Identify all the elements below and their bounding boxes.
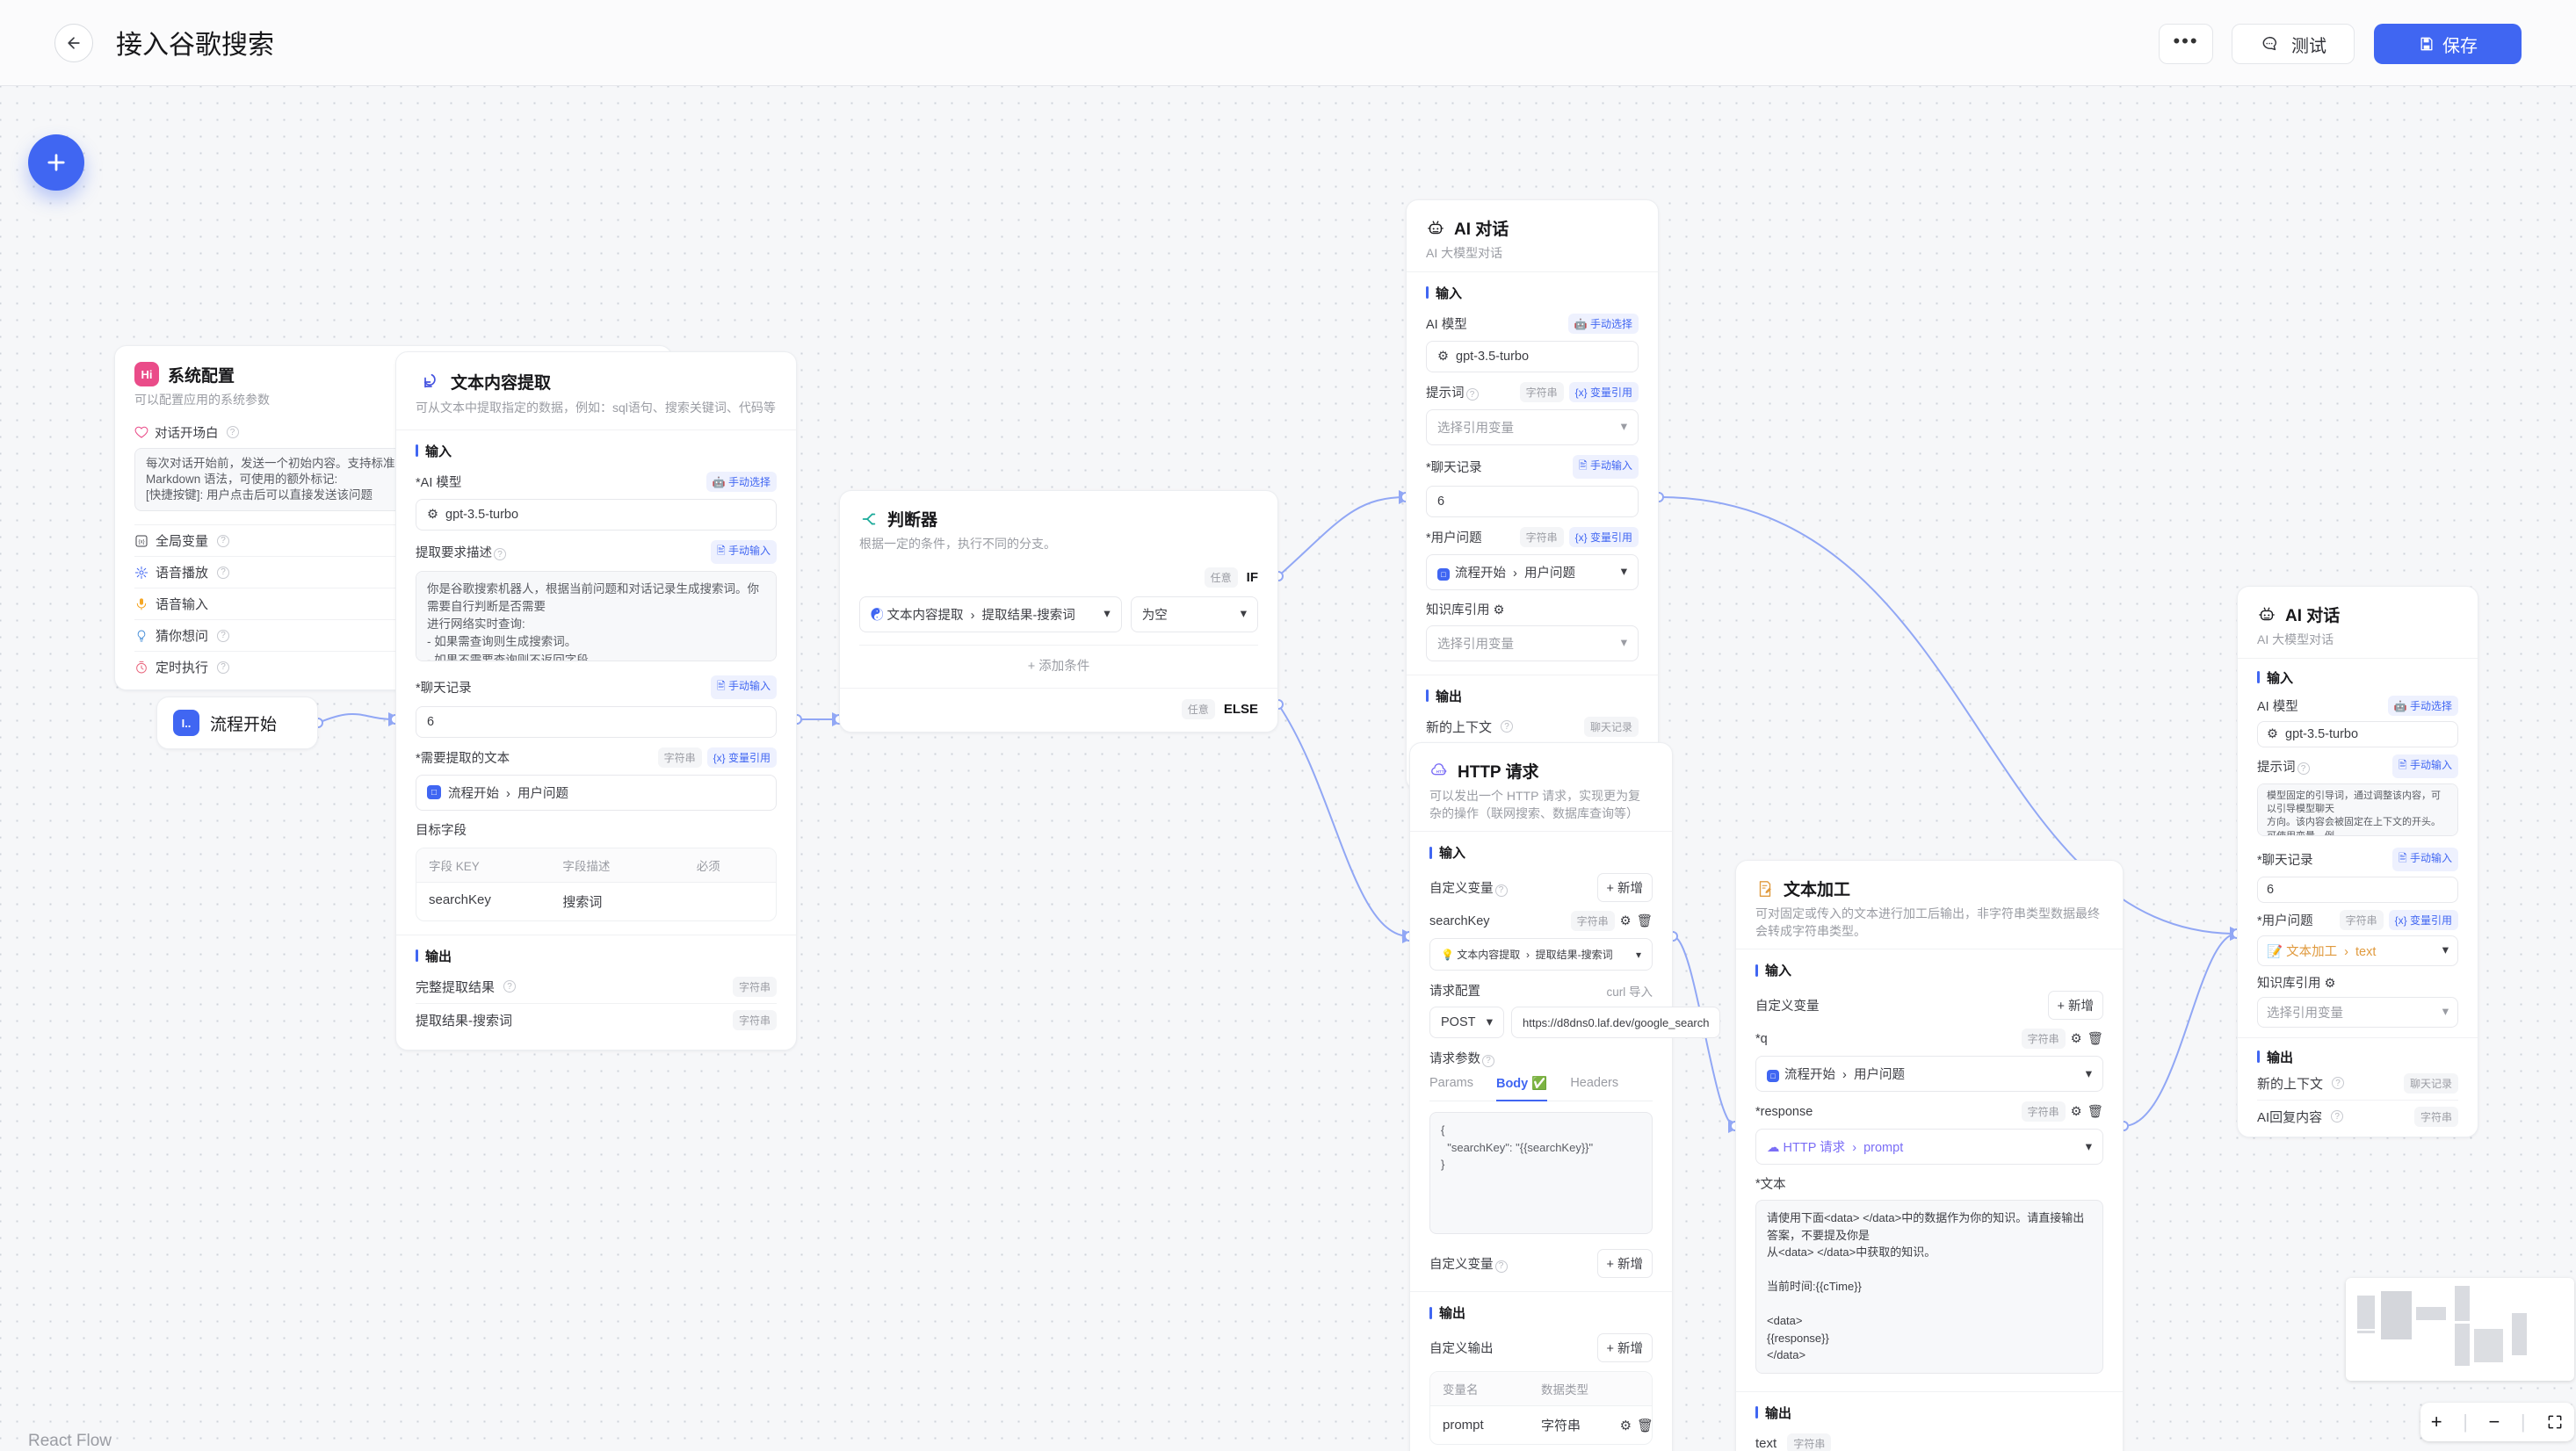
svg-text:HTTP: HTTP xyxy=(1436,769,1447,773)
svg-text:{x}: {x} xyxy=(139,539,145,545)
